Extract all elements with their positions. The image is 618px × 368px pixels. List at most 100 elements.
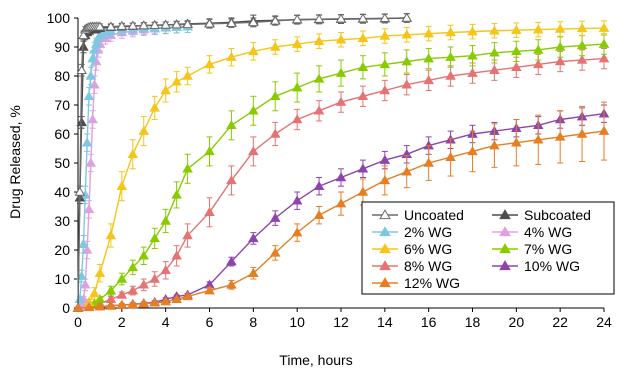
data-point — [76, 117, 87, 127]
y-tick-label: 10 — [54, 271, 70, 287]
data-point — [335, 34, 347, 44]
data-point — [171, 189, 182, 199]
legend-item: Uncoated — [372, 207, 464, 223]
data-point — [127, 148, 139, 159]
data-point — [81, 137, 93, 147]
x-tick-label: 14 — [377, 314, 393, 330]
data-point — [149, 233, 160, 243]
data-point — [511, 24, 522, 34]
legend-label: 2% WG — [404, 224, 452, 240]
data-point — [248, 46, 259, 56]
legend-label: Subcoated — [524, 207, 591, 223]
data-point — [379, 12, 391, 23]
data-point — [204, 285, 215, 295]
data-point — [149, 297, 160, 307]
y-tick-label: 80 — [54, 68, 70, 84]
series-uncoated — [72, 12, 413, 312]
data-point — [76, 64, 87, 74]
data-point — [511, 137, 522, 147]
data-point — [74, 186, 86, 196]
data-point — [467, 146, 478, 156]
data-point — [160, 19, 171, 29]
data-point — [423, 75, 434, 85]
data-point — [379, 59, 391, 69]
data-point — [379, 85, 391, 95]
data-point — [313, 73, 325, 83]
legend-item: Subcoated — [492, 207, 591, 223]
data-point — [532, 24, 544, 34]
data-point — [554, 131, 566, 141]
legend-item: 12% WG — [372, 275, 460, 291]
x-tick-label: 2 — [118, 314, 126, 330]
data-point — [467, 67, 478, 77]
data-point — [511, 46, 522, 56]
data-point — [335, 13, 347, 23]
data-point — [335, 67, 347, 77]
data-point — [291, 114, 303, 124]
data-point — [291, 14, 303, 24]
data-point — [489, 140, 500, 150]
data-point — [116, 180, 128, 190]
data-point — [105, 300, 117, 310]
x-tick-label: 18 — [465, 314, 481, 330]
legend-swatch-marker — [499, 209, 511, 220]
data-point — [116, 289, 128, 299]
data-point — [401, 56, 413, 66]
legend-item: 6% WG — [372, 241, 452, 257]
data-point — [576, 23, 588, 33]
x-tick-label: 16 — [421, 314, 437, 330]
data-point — [226, 279, 237, 289]
data-point — [89, 44, 100, 54]
data-point — [248, 17, 259, 27]
data-point — [127, 262, 139, 272]
data-point — [598, 53, 610, 63]
data-point — [269, 15, 281, 25]
data-point — [127, 299, 139, 309]
data-point — [379, 154, 391, 164]
data-point — [94, 267, 106, 277]
data-point — [335, 198, 347, 208]
data-point — [576, 54, 588, 64]
data-point — [401, 12, 413, 22]
data-point — [89, 79, 100, 89]
data-point — [467, 50, 478, 60]
data-point — [357, 32, 369, 43]
data-point — [532, 59, 544, 69]
y-tick-label: 90 — [54, 39, 70, 55]
data-point — [357, 163, 369, 173]
data-point — [248, 233, 259, 243]
data-point — [80, 279, 91, 289]
data-point — [105, 285, 117, 295]
data-point — [116, 20, 128, 30]
data-point — [116, 299, 128, 309]
legend-item: 10% WG — [492, 258, 580, 274]
series-line — [77, 17, 407, 309]
data-point — [248, 105, 259, 115]
data-point — [335, 172, 347, 182]
x-tick-label: 8 — [249, 314, 257, 330]
data-point — [182, 70, 193, 80]
y-tick-label: 30 — [54, 213, 70, 229]
x-tick-label: 12 — [333, 314, 349, 330]
x-tick-label: 6 — [206, 314, 214, 330]
data-point — [269, 247, 281, 257]
legend-item: 7% WG — [492, 241, 572, 257]
data-point — [313, 105, 325, 115]
legend-item: 2% WG — [372, 224, 452, 240]
data-point — [226, 256, 237, 266]
data-point — [357, 13, 369, 23]
series-layer — [72, 12, 610, 312]
data-point — [81, 244, 93, 254]
data-point — [379, 30, 391, 40]
data-point — [269, 212, 281, 222]
data-point — [90, 38, 102, 48]
data-point — [182, 19, 193, 29]
data-point — [313, 209, 325, 219]
legend-label: Uncoated — [404, 207, 464, 223]
x-axis-label: Time, hours — [279, 352, 352, 368]
data-point — [83, 302, 95, 312]
data-point — [401, 29, 413, 39]
data-point — [269, 128, 281, 138]
x-tick-label: 0 — [74, 314, 82, 330]
y-tick-label: 50 — [54, 155, 70, 171]
